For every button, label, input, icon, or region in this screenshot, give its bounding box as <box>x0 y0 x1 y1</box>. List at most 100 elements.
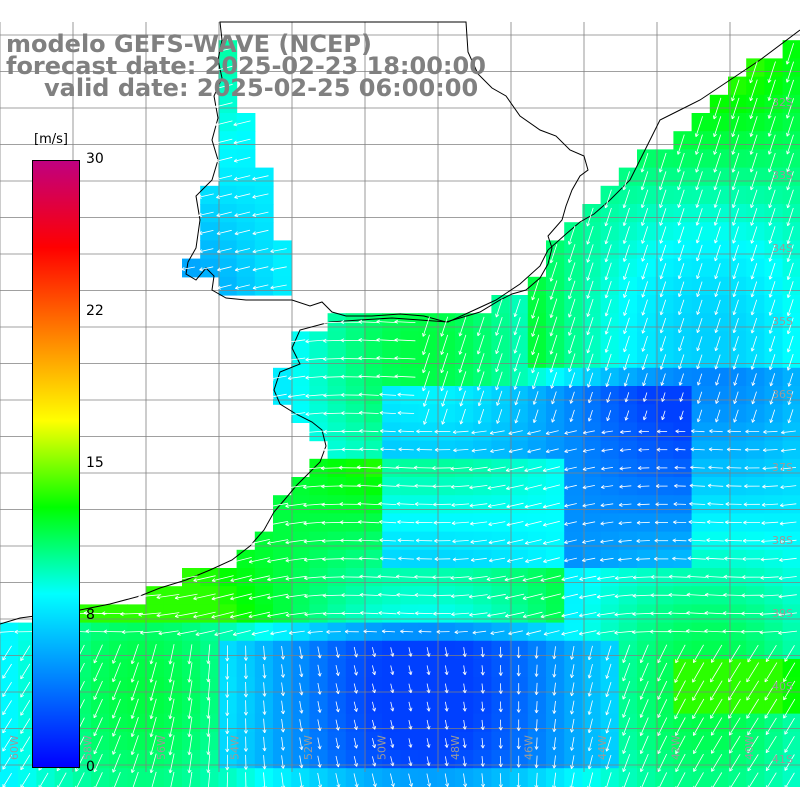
field-cell <box>527 295 547 314</box>
wind-arrow <box>394 374 416 379</box>
wind-arrow <box>568 353 576 373</box>
wind-arrow <box>749 79 758 102</box>
wind-arrow <box>193 575 216 582</box>
wind-arrow <box>341 574 361 579</box>
wind-arrow <box>233 120 251 127</box>
wind-arrow <box>394 319 416 324</box>
wind-arrow <box>779 521 797 526</box>
wind-arrow <box>322 593 343 598</box>
coastline-south-path <box>0 29 800 625</box>
longitude-label: 50W <box>376 735 389 760</box>
wind-arrow <box>636 520 650 525</box>
wind-arrow <box>359 574 379 579</box>
wind-arrow <box>672 556 687 561</box>
wind-arrow <box>358 337 379 343</box>
wind-arrow <box>285 539 307 545</box>
wind-arrow <box>397 392 415 397</box>
wind-arrow <box>341 411 361 416</box>
wind-arrow <box>697 373 703 386</box>
field-cell <box>746 713 765 733</box>
field-cell <box>582 367 602 387</box>
wind-arrow <box>285 484 307 490</box>
wind-arrow <box>696 244 703 262</box>
wind-arrow <box>786 335 794 353</box>
field-cell <box>655 276 674 296</box>
wind-arrow <box>248 575 270 582</box>
wind-arrow <box>778 576 797 581</box>
field-cell <box>618 677 638 696</box>
wind-arrow <box>599 557 614 562</box>
wind-arrow <box>600 484 614 489</box>
wind-arrow <box>215 120 233 127</box>
wind-arrow <box>487 484 506 490</box>
wind-arrow <box>340 374 361 379</box>
wind-arrow <box>707 483 724 488</box>
wind-arrow <box>749 134 758 155</box>
field-cell <box>709 331 729 351</box>
wind-arrow <box>657 429 668 434</box>
wind-arrow <box>604 335 612 353</box>
field-cell <box>709 677 729 696</box>
wind-arrow <box>564 466 577 472</box>
field-cell <box>418 349 438 369</box>
wind-arrow <box>659 336 667 352</box>
wind-arrow <box>379 538 396 543</box>
wind-arrow <box>423 390 430 407</box>
wind-arrow <box>341 447 361 452</box>
wind-arrow <box>641 281 648 298</box>
wind-arrow <box>655 502 668 507</box>
wind-arrow <box>600 503 614 508</box>
wind-arrow <box>659 171 667 191</box>
wind-arrow <box>450 466 470 471</box>
wind-arrow <box>732 281 739 298</box>
wind-arrow <box>714 336 721 352</box>
wind-arrow <box>732 336 739 352</box>
wind-arrow <box>689 483 706 488</box>
wind-arrow <box>623 353 630 371</box>
wind-arrow <box>568 280 576 300</box>
wind-arrow <box>545 448 559 454</box>
wind-arrow <box>322 375 343 380</box>
wind-arrow <box>453 448 469 453</box>
wind-arrow <box>674 483 686 488</box>
wind-arrow <box>586 317 594 336</box>
wind-arrow <box>340 392 361 397</box>
wind-arrow <box>568 262 576 282</box>
wind-arrow <box>677 189 685 208</box>
wind-arrow <box>216 211 232 218</box>
field-cell <box>491 349 511 369</box>
wind-arrow <box>660 373 666 386</box>
field-cell <box>655 750 674 769</box>
wind-arrow <box>726 483 742 488</box>
wind-arrow <box>780 466 797 471</box>
wind-arrow <box>524 484 542 491</box>
wind-arrow <box>322 320 343 325</box>
wind-arrow <box>586 225 594 245</box>
wind-arrow <box>780 503 797 508</box>
wind-arrow <box>732 354 739 370</box>
wind-arrow <box>217 284 232 290</box>
wind-arrow <box>394 337 416 342</box>
wind-arrow <box>549 262 558 282</box>
latitude-label: 35S <box>772 315 793 328</box>
longitude-label: 58W <box>82 735 95 760</box>
wind-arrow <box>267 557 289 564</box>
field-cell <box>600 331 620 351</box>
wind-arrow <box>659 189 667 208</box>
wind-arrow <box>322 557 343 562</box>
wind-arrow <box>568 225 576 245</box>
wind-arrow <box>252 175 269 181</box>
wind-arrow <box>216 229 232 236</box>
wind-arrow <box>604 226 612 245</box>
wind-arrow <box>234 193 251 199</box>
wind-arrow <box>549 353 558 373</box>
field-cell <box>637 313 656 332</box>
wind-arrow <box>358 392 379 397</box>
wind-arrow <box>490 448 505 453</box>
wind-arrow <box>786 152 794 173</box>
wind-arrow <box>768 262 776 280</box>
wind-arrow <box>744 465 760 470</box>
wind-arrow <box>749 116 758 137</box>
latitude-label: 33S <box>772 169 793 182</box>
